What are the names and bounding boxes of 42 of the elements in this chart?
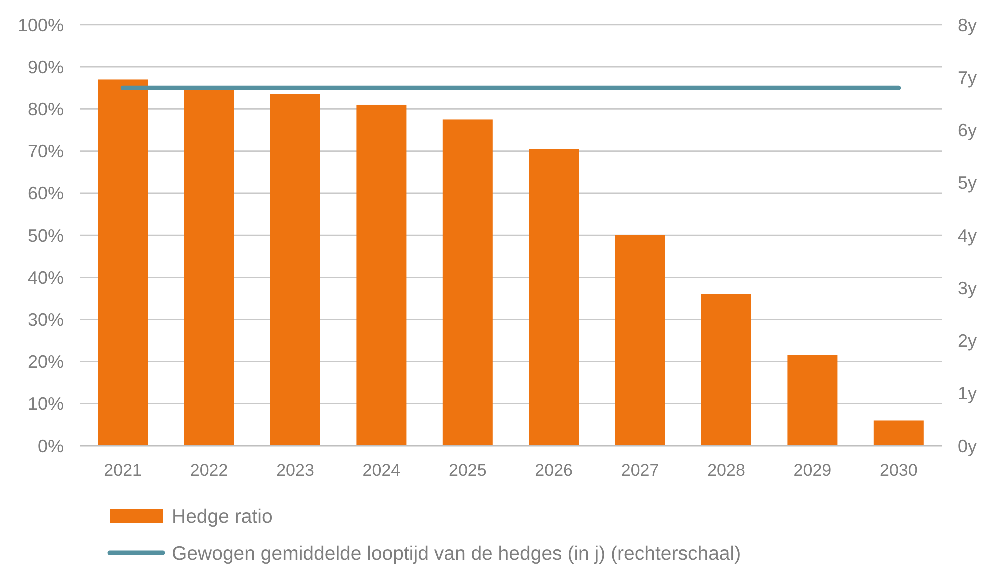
legend-label: Gewogen gemiddelde looptijd van de hedges (in j) (rechterschaal) [172,542,742,565]
y2-tick-label: 2y [958,331,978,352]
y-tick-label: 30% [28,310,64,330]
x-tick-label: 2026 [535,460,574,480]
x-tick-label: 2027 [621,460,660,480]
x-tick-label: 2024 [362,460,401,480]
bar [615,236,666,446]
bar [442,120,493,446]
y2-tick-label: 8y [958,15,978,36]
bar [98,80,148,446]
y-tick-label: 20% [28,352,64,372]
y-tick-label: 0% [38,436,64,456]
y2-tick-label: 0y [958,436,978,456]
x-tick-label: 2029 [794,460,832,480]
y-tick-label: 50% [28,226,64,246]
x-tick-label: 2021 [104,460,142,480]
y2-tick-label: 6y [958,120,978,141]
y-tick-label: 90% [28,57,64,78]
y2-tick-label: 3y [958,278,978,298]
bar [270,94,320,446]
y2-tick-label: 5y [958,173,978,194]
bar [702,294,752,446]
y-tick-label: 100% [18,15,64,36]
bar [356,104,407,446]
y-tick-label: 40% [28,268,64,288]
bar [184,90,234,446]
x-tick-label: 2023 [276,460,314,480]
x-tick-label: 2030 [880,460,918,480]
y-tick-label: 10% [28,394,64,414]
bar [529,149,580,446]
y-tick-label: 80% [28,100,64,120]
y2-tick-label: 7y [958,68,978,88]
x-tick-label: 2028 [708,460,746,480]
y-tick-label: 70% [28,142,64,162]
y2-tick-label: 1y [958,384,978,404]
legend-label: Hedge ratio [172,506,273,528]
x-tick-label: 2022 [190,460,228,480]
bar [874,420,924,446]
y-tick-label: 60% [28,184,64,204]
bar [788,355,838,446]
y2-tick-label: 4y [958,226,978,246]
x-tick-label: 2025 [448,460,487,480]
